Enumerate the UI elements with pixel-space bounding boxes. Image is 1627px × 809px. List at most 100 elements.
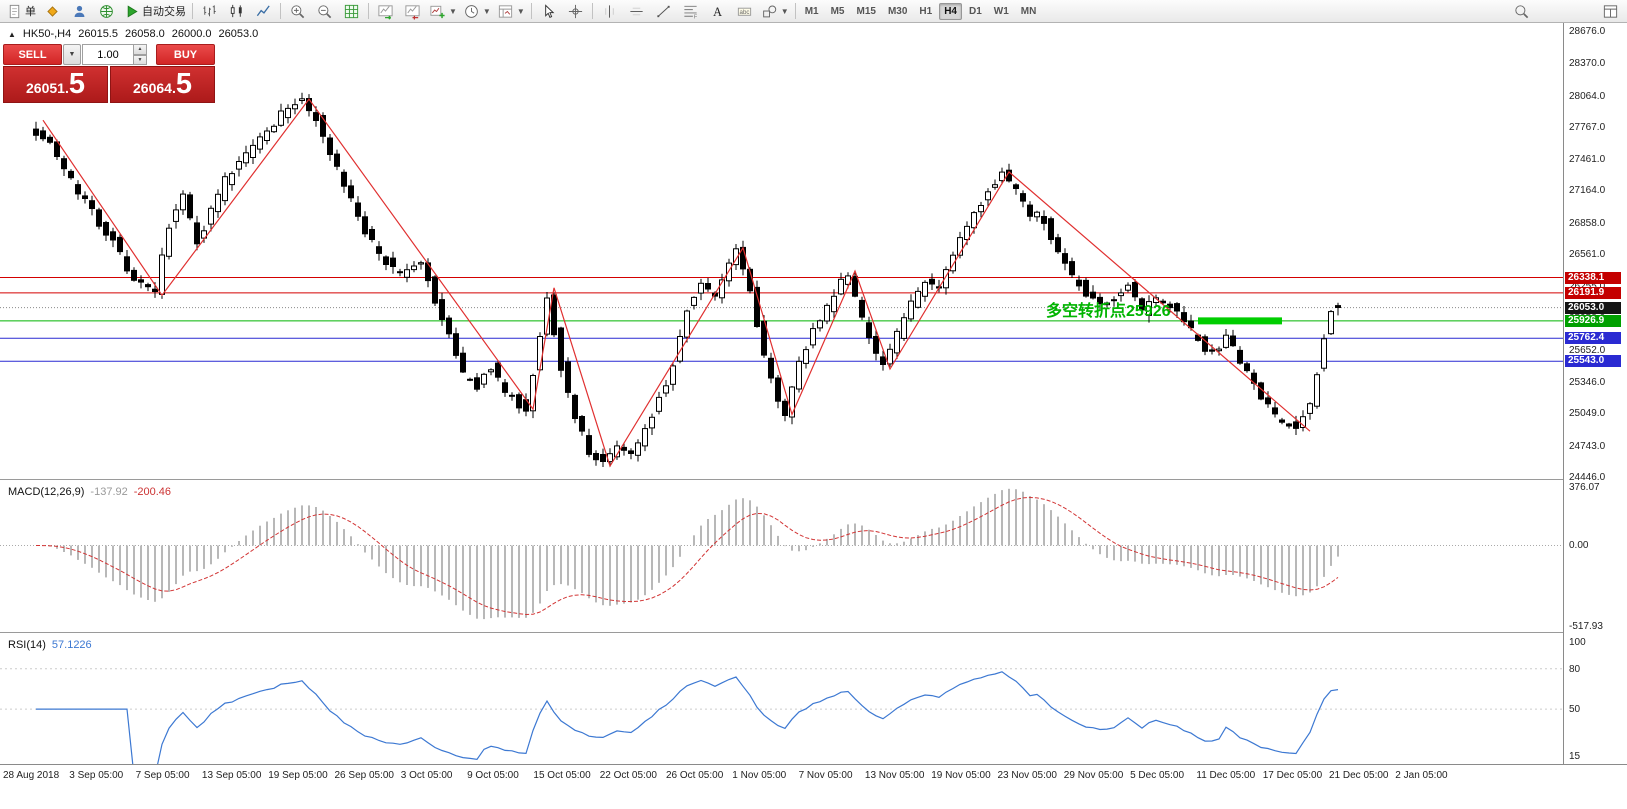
candle: [1209, 349, 1215, 352]
chart-shift-button[interactable]: [399, 1, 426, 22]
candle: [1097, 296, 1103, 305]
crosshair-button[interactable]: [562, 1, 589, 22]
search-icon: [1513, 3, 1530, 20]
new-chart-button[interactable]: ▼: [426, 1, 460, 22]
bars-icon: [201, 3, 218, 20]
rsi-tick-label: 15: [1569, 751, 1581, 762]
lot-size-input[interactable]: [82, 44, 134, 65]
shapes-button[interactable]: ▼: [758, 1, 792, 22]
search-button[interactable]: [1508, 1, 1535, 22]
auto-scroll-button[interactable]: [372, 1, 399, 22]
profiles-button[interactable]: [39, 1, 66, 22]
date-label: 5 Dec 05:00: [1130, 770, 1185, 781]
buy-price[interactable]: 26064. 5: [110, 66, 215, 103]
candle: [75, 184, 81, 195]
candle: [110, 231, 116, 241]
candle: [1328, 311, 1334, 335]
price-tick-label: 25346.0: [1569, 377, 1606, 389]
candle: [551, 294, 557, 336]
price-axis[interactable]: 28676.0 28370.0 28064.0 27767.0 27461.0 27164…: [1563, 23, 1627, 764]
fib-icon: F: [682, 3, 699, 20]
vertical-line-button[interactable]: [596, 1, 623, 22]
window-layout-button[interactable]: [1597, 1, 1624, 22]
price-tick-label: 28676.0: [1569, 26, 1606, 37]
candle: [180, 193, 186, 211]
date-label: 13 Sep 05:00: [201, 770, 262, 781]
shapes-icon: [761, 3, 778, 20]
timeframe-w1-button[interactable]: W1: [993, 5, 1009, 17]
order-type-dropdown[interactable]: ▼: [63, 44, 81, 65]
zoom-in-button[interactable]: [284, 1, 311, 22]
text-button[interactable]: A: [704, 1, 731, 22]
globe-icon: [98, 3, 115, 20]
candle: [320, 115, 326, 137]
periods-button[interactable]: ▼: [460, 1, 494, 22]
bar-chart-button[interactable]: [196, 1, 223, 22]
candle: [397, 271, 403, 274]
new-order-button[interactable]: 单: [3, 1, 39, 22]
candlestick-chart-button[interactable]: [223, 1, 250, 22]
candle: [1027, 204, 1033, 217]
candle: [1146, 301, 1152, 316]
timeframe-m1-button[interactable]: M1: [804, 5, 819, 17]
templates-button[interactable]: ▼: [494, 1, 528, 22]
horizontal-line-button[interactable]: [623, 1, 650, 22]
toolbar-separator: [368, 3, 369, 19]
navigator-button[interactable]: [93, 1, 120, 22]
candles: [33, 92, 1341, 467]
collapse-trade-panel-arrow-icon[interactable]: ▲: [8, 29, 16, 39]
buy-button[interactable]: BUY: [156, 44, 215, 65]
fibonacci-button[interactable]: F: [677, 1, 704, 22]
candle: [579, 416, 585, 432]
price-chart[interactable]: 多空转折点25926: [0, 23, 1563, 479]
lot-increase-button[interactable]: ▲: [134, 44, 147, 55]
candle: [684, 310, 690, 338]
lot-decrease-button[interactable]: ▼: [134, 54, 147, 65]
panel-separator[interactable]: [0, 479, 1627, 480]
auto-trading-button[interactable]: 自动交易: [120, 1, 189, 22]
candle: [964, 225, 970, 240]
line-chart-button[interactable]: [250, 1, 277, 22]
panel-separator[interactable]: [0, 632, 1627, 633]
macd-panel[interactable]: [0, 481, 1563, 632]
candle: [978, 205, 984, 213]
candle: [915, 290, 921, 308]
sell-price[interactable]: 26051. 5: [3, 66, 108, 103]
text-label-button[interactable]: abc: [731, 1, 758, 22]
timeframe-mn-button[interactable]: MN: [1020, 5, 1037, 17]
price-line-badge: 26191.9: [1565, 286, 1621, 299]
candle: [215, 193, 221, 213]
open-value: 26015.5: [78, 28, 118, 40]
cursor-button[interactable]: [535, 1, 562, 22]
sell-price-int: 26051.: [26, 80, 69, 96]
timeframe-m30-button[interactable]: M30: [887, 5, 908, 17]
trendline-button[interactable]: [650, 1, 677, 22]
candle: [1069, 261, 1075, 276]
candle: [817, 320, 823, 329]
price-tick-label: 27767.0: [1569, 121, 1606, 133]
toolbar-separator: [591, 3, 593, 19]
timeframe-h1-button[interactable]: H1: [919, 5, 933, 17]
grid-button[interactable]: [338, 1, 365, 22]
timeframe-m15-button[interactable]: M15: [856, 5, 876, 17]
turning-point-annotation[interactable]: 多空转折点25926: [1046, 301, 1171, 320]
zoom-out-button[interactable]: [311, 1, 338, 22]
date-label: 9 Oct 05:00: [467, 770, 519, 781]
market-watch-button[interactable]: [66, 1, 93, 22]
timeframe-d1-button[interactable]: D1: [969, 5, 982, 17]
candle: [404, 269, 410, 278]
date-label: 23 Nov 05:00: [997, 770, 1058, 781]
timeframe-h4-button[interactable]: H4: [939, 2, 962, 20]
zigzag-trendline[interactable]: [42, 98, 1311, 468]
candle: [1244, 363, 1250, 372]
candle: [187, 194, 193, 219]
rsi-panel[interactable]: [0, 634, 1563, 764]
timeframe-m5-button[interactable]: M5: [830, 5, 845, 17]
candle: [432, 276, 438, 304]
candle: [47, 136, 53, 143]
candle: [1314, 374, 1320, 407]
time-axis[interactable]: 28 Aug 2018 3 Sep 05:00 7 Sep 05:00 13 Sep …: [0, 764, 1627, 786]
sell-button[interactable]: SELL: [3, 44, 62, 65]
diamond-icon: [44, 3, 61, 20]
date-label: 19 Nov 05:00: [931, 770, 991, 781]
